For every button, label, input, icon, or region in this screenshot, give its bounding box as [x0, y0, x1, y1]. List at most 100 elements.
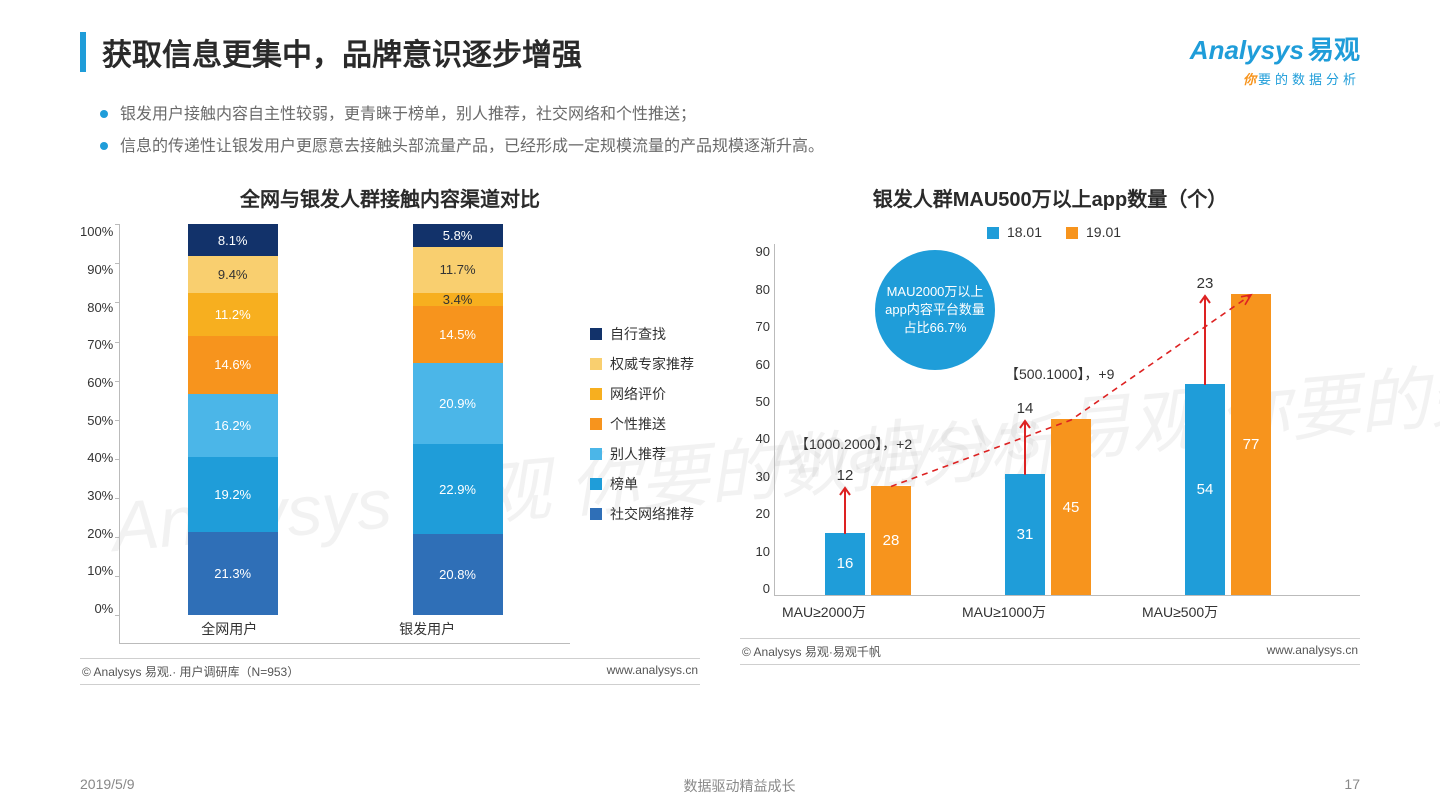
footer-page-number: 17 — [1344, 776, 1360, 796]
y-tick-label: 60% — [87, 375, 113, 390]
left-chart: 全网与银发人群接触内容渠道对比 100%90%80%70%60%50%40%30… — [80, 183, 700, 685]
right-plot-area: 90 80 70 60 50 40 30 20 10 0 162812314514547723MA… — [740, 244, 1360, 624]
legend-swatch — [590, 478, 602, 490]
bar-segment: 9.4% — [188, 256, 278, 293]
y-tick-label: 40 — [756, 431, 770, 446]
bar-segment: 11.7% — [413, 247, 503, 293]
y-tick-label: 10 — [756, 544, 770, 559]
bullet-text: 信息的传递性让银发用户更愿意去接触头部流量产品，已经形成一定规模流量的产品规模逐… — [120, 134, 824, 160]
legend-label: 个性推送 — [610, 414, 666, 434]
left-y-axis: 100%90%80%70%60%50%40%30%20%10%0% — [80, 224, 119, 644]
y-tick-label: 70% — [87, 337, 113, 352]
y-tick-label: 20% — [87, 526, 113, 541]
y-tick-label: 50% — [87, 413, 113, 428]
bar-segment: 20.8% — [413, 534, 503, 615]
y-tick-label: 0 — [763, 581, 770, 596]
bar-segment: 22.9% — [413, 444, 503, 534]
footer-date: 2019/5/9 — [80, 776, 135, 796]
bullet-dot-icon — [100, 110, 108, 118]
y-tick-label: 60 — [756, 357, 770, 372]
left-source-row: © Analysys 易观.· 用户调研库（N=953） www.analysy… — [80, 658, 700, 685]
legend-swatch — [590, 358, 602, 370]
bar-segment: 5.8% — [413, 224, 503, 247]
legend-swatch — [987, 227, 999, 239]
bullet-item: 信息的传递性让银发用户更愿意去接触头部流量产品，已经形成一定规模流量的产品规模逐… — [100, 134, 1360, 160]
y-tick-label: 50 — [756, 394, 770, 409]
stacked-chart: 100%90%80%70%60%50%40%30%20%10%0% 21.3%1… — [80, 224, 700, 644]
y-tick-label: 30 — [756, 469, 770, 484]
bar-segment: 3.4% — [413, 293, 503, 306]
right-legend: 18.01 19.01 — [740, 224, 1360, 240]
bar-segment: 16.2% — [188, 394, 278, 457]
y-tick-label: 0% — [94, 601, 113, 616]
x-category-label: MAU≥1000万 — [962, 602, 1046, 622]
legend-label: 别人推荐 — [610, 444, 666, 464]
y-tick-label: 90% — [87, 262, 113, 277]
legend-item: 19.01 — [1058, 224, 1121, 240]
y-tick-label: 20 — [756, 506, 770, 521]
page-title: 获取信息更集中，品牌意识逐步增强 — [102, 30, 582, 74]
stacked-bar: 20.8%22.9%20.9%14.5%3.4%11.7%5.8% — [413, 224, 503, 615]
legend-swatch — [590, 418, 602, 430]
legend-swatch — [590, 328, 602, 340]
right-chart: 银发人群MAU500万以上app数量（个） 18.0119.01 9080706… — [740, 183, 1360, 685]
footer-center-text: 数据驱动精益成长 — [683, 776, 795, 796]
bar-segment: 8.1% — [188, 224, 278, 256]
annotation-text: 【500.1000】，+9 — [1005, 364, 1114, 384]
legend-swatch — [590, 388, 602, 400]
title-accent-bar — [80, 32, 86, 72]
legend-item: 榜单 — [590, 474, 700, 494]
right-source-text: © Analysys 易观·易观千帆 — [742, 643, 881, 660]
logo-sub-you: 你 — [1243, 72, 1256, 87]
legend-label: 网络评价 — [610, 384, 666, 404]
bar-segment: 21.3% — [188, 532, 278, 615]
left-plot-area: 21.3%19.2%16.2%14.6%11.2%9.4%8.1%20.8%22… — [119, 224, 570, 644]
legend-label: 自行查找 — [610, 324, 666, 344]
legend-item: 18.01 — [979, 224, 1042, 240]
y-tick-label: 70 — [756, 319, 770, 334]
logo-en-text: Analysys — [1190, 35, 1304, 65]
left-source-url: www.analysys.cn — [607, 663, 698, 680]
page-footer: 2019/5/9 数据驱动精益成长 17 — [0, 776, 1440, 796]
left-bars-container: 21.3%19.2%16.2%14.6%11.2%9.4%8.1%20.8%22… — [120, 224, 570, 615]
logo-main: Analysys易观 — [1190, 30, 1360, 67]
bullet-dot-icon — [100, 142, 108, 150]
bullet-text: 银发用户接触内容自主性较弱，更青睐于榜单，别人推荐，社交网络和个性推送； — [120, 102, 696, 128]
left-legend: 自行查找权威专家推荐网络评价个性推送别人推荐榜单社交网络推荐 — [570, 224, 700, 644]
header: 获取信息更集中，品牌意识逐步增强 Analysys易观 你要的数据分析 — [0, 0, 1440, 88]
x-category-label: 全网用户 — [201, 619, 257, 639]
y-tick-label: 10% — [87, 563, 113, 578]
annotation-text: 【1000.2000】，+2 — [795, 434, 912, 454]
bullet-list: 银发用户接触内容自主性较弱，更青睐于榜单，别人推荐，社交网络和个性推送； 信息的… — [0, 88, 1440, 159]
bar-segment: 19.2% — [188, 457, 278, 532]
right-y-axis: 90 80 70 60 50 40 30 20 10 0 — [740, 244, 774, 596]
logo: Analysys易观 你要的数据分析 — [1190, 30, 1360, 88]
right-source-row: © Analysys 易观·易观千帆 www.analysys.cn — [740, 638, 1360, 665]
bar-segment: 14.5% — [413, 306, 503, 363]
y-tick-label: 30% — [87, 488, 113, 503]
y-tick-label: 80% — [87, 300, 113, 315]
charts-row: 全网与银发人群接触内容渠道对比 100%90%80%70%60%50%40%30… — [0, 165, 1440, 685]
legend-item: 社交网络推荐 — [590, 504, 700, 524]
legend-item: 权威专家推荐 — [590, 354, 700, 374]
y-tick-label: 80 — [756, 282, 770, 297]
legend-label: 社交网络推荐 — [610, 504, 694, 524]
legend-swatch — [590, 448, 602, 460]
x-category-label: MAU≥500万 — [1142, 602, 1218, 622]
y-tick-label: 100% — [80, 224, 113, 239]
right-source-url: www.analysys.cn — [1267, 643, 1358, 660]
logo-tagline: 你要的数据分析 — [1190, 69, 1360, 88]
legend-item: 网络评价 — [590, 384, 700, 404]
bar-segment: 14.6% — [188, 336, 278, 393]
legend-item: 个性推送 — [590, 414, 700, 434]
legend-swatch — [1066, 227, 1078, 239]
right-bars-area: 162812314514547723MAU2000万以上app内容平台数量占比6… — [774, 244, 1360, 596]
left-source-text: © Analysys 易观.· 用户调研库（N=953） — [82, 663, 299, 680]
y-tick-label: 90 — [756, 244, 770, 259]
legend-item: 别人推荐 — [590, 444, 700, 464]
legend-item: 自行查找 — [590, 324, 700, 344]
callout-bubble: MAU2000万以上app内容平台数量占比66.7% — [875, 250, 995, 370]
x-category-label: MAU≥2000万 — [782, 602, 866, 622]
logo-cn-text: 易观 — [1308, 35, 1360, 65]
legend-swatch — [590, 508, 602, 520]
